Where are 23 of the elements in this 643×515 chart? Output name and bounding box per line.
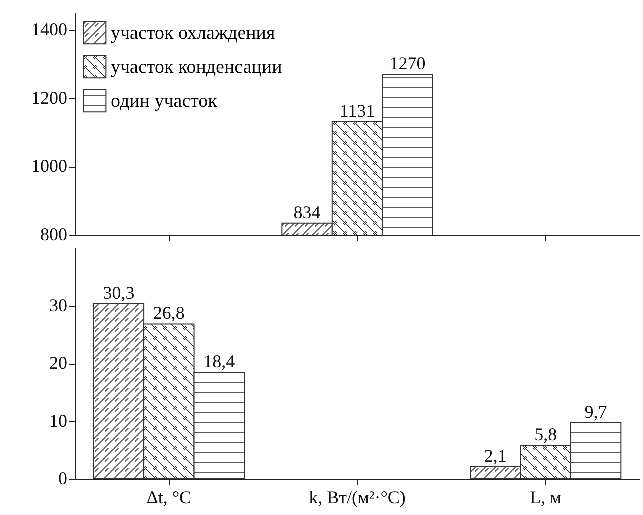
y-tick-label: 10 [50,410,68,431]
x-tick-label: Δt, °C [146,488,192,508]
y-tick-label: 1000 [32,156,68,176]
y-tick-label: 1200 [32,88,68,108]
data-label: 1270 [390,53,426,74]
legend-label: участок охлаждения [111,23,276,44]
legend-label: участок конденсации [111,57,282,78]
x-tick-label: k, Вт/(м²·°C) [309,488,406,508]
y-tick-label: 0 [58,468,68,488]
x-tick-label: L, м [530,488,562,508]
y-tick-label: 800 [40,224,68,244]
data-label: 1131 [340,100,376,121]
data-label: 9,7 [584,402,608,422]
y-tick-label: 30 [50,295,68,316]
legend-label: один участок [111,91,218,112]
y-tick-label: 20 [50,353,68,373]
data-label: 30,3 [103,283,135,304]
data-label: 5,8 [534,424,558,445]
data-label: 2,1 [484,446,507,466]
data-label: 26,8 [153,303,185,324]
data-label: 834 [294,202,321,222]
data-label: 18,4 [204,352,236,372]
y-tick-label: 1400 [32,20,68,40]
